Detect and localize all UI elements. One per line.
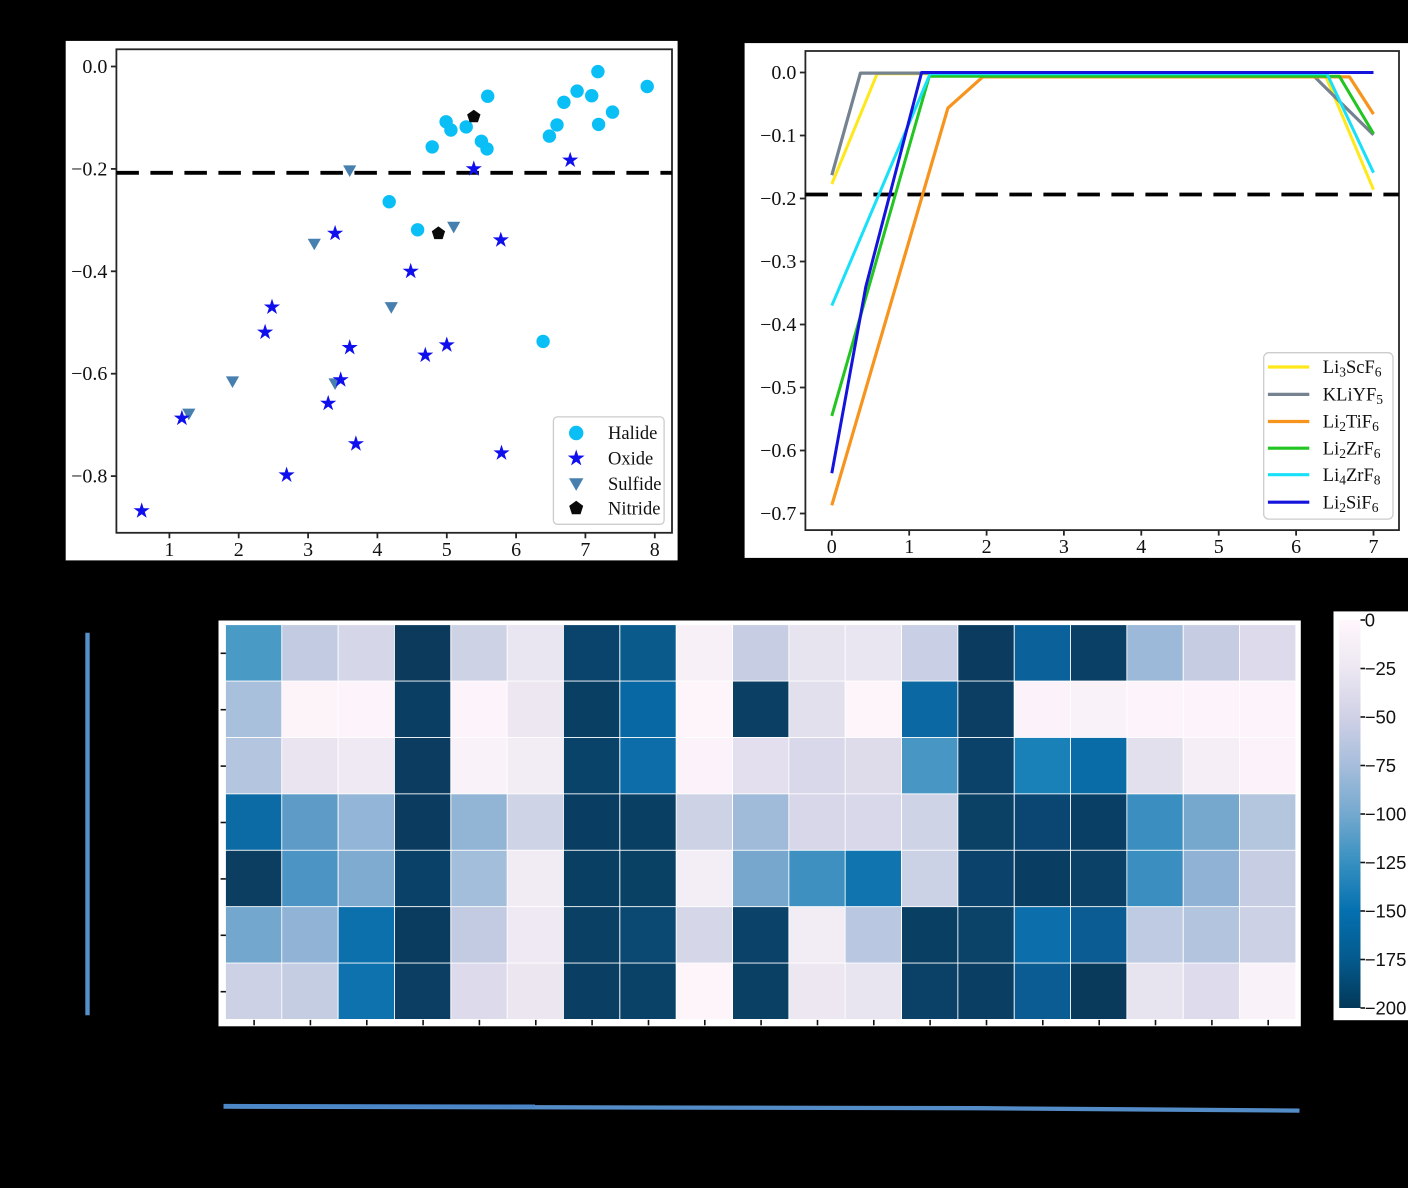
svg-text:3: 3 <box>303 539 313 561</box>
svg-text:−100: −100 <box>1365 804 1407 825</box>
svg-text:5: 5 <box>1214 536 1224 558</box>
svg-text:KLiYF5: KLiYF5 <box>1323 386 1383 408</box>
svg-text:−0.1: −0.1 <box>760 125 796 147</box>
svg-text:1: 1 <box>904 536 914 558</box>
svg-text:Sulfide: Sulfide <box>608 475 661 495</box>
svg-text:−25: −25 <box>1365 658 1396 679</box>
svg-text:−0.8: −0.8 <box>71 466 107 488</box>
svg-text:−0.6: −0.6 <box>71 363 107 385</box>
svg-text:Halide: Halide <box>608 424 657 444</box>
svg-text:0: 0 <box>1365 610 1375 631</box>
svg-text:Li3ScF6: Li3ScF6 <box>1323 358 1382 380</box>
svg-text:5: 5 <box>442 539 452 561</box>
svg-text:Nitride: Nitride <box>608 499 660 519</box>
svg-text:−0.3: −0.3 <box>760 251 796 273</box>
svg-text:2: 2 <box>982 536 992 558</box>
svg-text:Li2TiF6: Li2TiF6 <box>1323 413 1379 435</box>
svg-text:0: 0 <box>827 536 837 558</box>
svg-text:8: 8 <box>650 539 660 561</box>
svg-text:7: 7 <box>580 539 590 561</box>
svg-text:0.0: 0.0 <box>771 62 796 84</box>
svg-text:1: 1 <box>164 539 174 561</box>
svg-text:4: 4 <box>372 539 382 561</box>
svg-text:−175: −175 <box>1365 949 1407 970</box>
svg-text:2: 2 <box>234 539 244 561</box>
svg-text:6: 6 <box>511 539 521 561</box>
svg-text:−0.4: −0.4 <box>760 314 796 336</box>
svg-text:−0.6: −0.6 <box>760 440 796 462</box>
svg-text:−125: −125 <box>1365 852 1407 873</box>
svg-text:−50: −50 <box>1365 707 1396 728</box>
svg-text:Li2SiF6: Li2SiF6 <box>1323 493 1379 515</box>
svg-text:−200: −200 <box>1365 998 1407 1019</box>
svg-text:−0.7: −0.7 <box>760 503 796 525</box>
svg-text:Li2ZrF6: Li2ZrF6 <box>1323 439 1381 461</box>
svg-text:−0.2: −0.2 <box>760 188 796 210</box>
svg-text:0.0: 0.0 <box>82 56 107 78</box>
svg-text:−75: −75 <box>1365 755 1396 776</box>
svg-text:3: 3 <box>1059 536 1069 558</box>
svg-text:−0.5: −0.5 <box>760 377 796 399</box>
svg-text:Oxide: Oxide <box>608 450 653 470</box>
svg-text:4: 4 <box>1136 536 1146 558</box>
svg-text:−0.4: −0.4 <box>71 261 107 283</box>
svg-text:Li4ZrF8: Li4ZrF8 <box>1323 466 1381 488</box>
svg-text:−150: −150 <box>1365 901 1407 922</box>
svg-text:7: 7 <box>1369 536 1379 558</box>
svg-text:−0.2: −0.2 <box>71 158 107 180</box>
svg-text:6: 6 <box>1291 536 1301 558</box>
